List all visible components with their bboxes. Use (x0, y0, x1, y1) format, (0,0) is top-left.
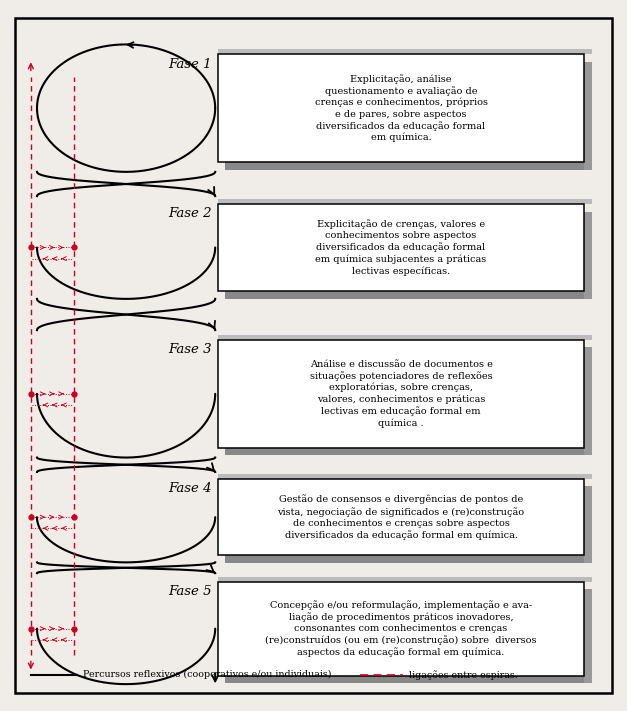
FancyBboxPatch shape (218, 479, 584, 555)
FancyBboxPatch shape (584, 486, 592, 563)
FancyBboxPatch shape (218, 582, 584, 675)
FancyBboxPatch shape (218, 199, 592, 204)
Text: Explicitação de crenças, valores e
conhecimentos sobre aspectos
diversificados d: Explicitação de crenças, valores e conhe… (315, 219, 487, 276)
FancyBboxPatch shape (218, 577, 592, 582)
FancyBboxPatch shape (218, 474, 592, 479)
Text: Análise e discussão de documentos e
situações potenciadores de reflexões
explora: Análise e discussão de documentos e situ… (310, 360, 492, 428)
Text: Fase 3: Fase 3 (169, 343, 212, 356)
Text: Gestão de consensos e divergências de pontos de
vista, negociação de significado: Gestão de consensos e divergências de po… (278, 495, 525, 540)
FancyBboxPatch shape (225, 589, 591, 683)
FancyBboxPatch shape (225, 486, 591, 563)
Text: Fase 5: Fase 5 (169, 585, 212, 598)
Text: Fase 4: Fase 4 (169, 482, 212, 496)
FancyBboxPatch shape (584, 589, 592, 683)
FancyBboxPatch shape (218, 335, 592, 340)
FancyBboxPatch shape (218, 49, 592, 54)
Text: Concepção e/ou reformulação, implementação e ava-
liação de procedimentos prátic: Concepção e/ou reformulação, implementaç… (265, 600, 537, 657)
FancyBboxPatch shape (225, 212, 591, 299)
Text: Fase 2: Fase 2 (169, 208, 212, 220)
FancyBboxPatch shape (584, 212, 592, 299)
Text: Fase 1: Fase 1 (169, 58, 212, 70)
FancyBboxPatch shape (225, 348, 591, 456)
Text: ligações entre espiras.: ligações entre espiras. (409, 670, 517, 680)
FancyBboxPatch shape (218, 340, 584, 448)
FancyBboxPatch shape (218, 54, 584, 162)
Text: Percursos reflexivos (cooperativos e/ou individuais): Percursos reflexivos (cooperativos e/ou … (83, 670, 332, 679)
FancyBboxPatch shape (584, 62, 592, 170)
Text: Explicitação, análise
questionamento e avaliação de
crenças e conhecimentos, pró: Explicitação, análise questionamento e a… (315, 74, 488, 142)
FancyBboxPatch shape (218, 204, 584, 291)
FancyBboxPatch shape (225, 62, 591, 170)
FancyBboxPatch shape (584, 348, 592, 456)
